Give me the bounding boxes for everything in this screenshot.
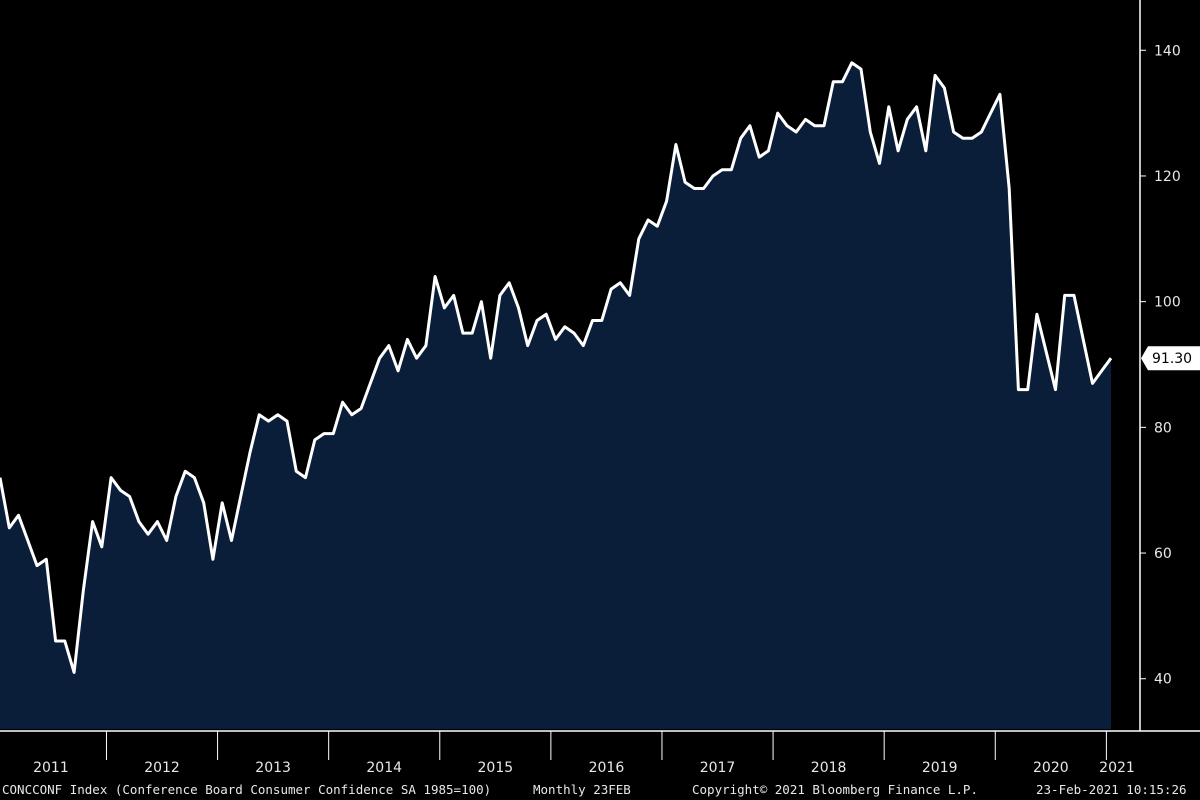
y-axis-ticks: 40 60 80 100 120 140: [1140, 43, 1181, 688]
x-tick-label: 2014: [366, 760, 402, 776]
last-value-flag: [1141, 346, 1200, 371]
data-series-line: [0, 61, 1113, 674]
x-axis-ticks: 2011 2012 2013 2014 2015 2016 2017 2018 2019 2020…: [33, 731, 1135, 776]
x-tick-label: 2021: [1099, 760, 1135, 776]
x-tick-label: 2018: [811, 760, 847, 776]
ticker-description: CONCCONF Index (Conference Board Consume…: [2, 782, 492, 797]
x-tick-label: 2019: [922, 760, 958, 776]
y-tick-label: 60: [1154, 546, 1172, 562]
frequency-label: Monthly 23FEB: [533, 782, 631, 797]
chart-footer: CONCCONF Index (Conference Board Consume…: [0, 779, 1200, 800]
x-tick-label: 2015: [478, 760, 514, 776]
x-tick-label: 2011: [33, 760, 69, 776]
x-tick-label: 2012: [144, 760, 180, 776]
x-tick-label: 2016: [589, 760, 625, 776]
y-tick-label: 120: [1154, 169, 1181, 185]
y-tick-label: 80: [1154, 420, 1172, 436]
y-tick-label: 140: [1154, 43, 1181, 59]
copyright-text: Copyright© 2021 Bloomberg Finance L.P.: [692, 782, 978, 797]
x-tick-label: 2017: [700, 760, 736, 776]
x-tick-label: 2020: [1033, 760, 1069, 776]
last-value-label: 91.30: [1152, 351, 1192, 367]
y-tick-label: 40: [1154, 672, 1172, 688]
timestamp-text: 23-Feb-2021 10:15:26: [1036, 782, 1187, 797]
last-value-marker: 91.30: [1141, 346, 1200, 371]
y-tick-label: 100: [1154, 295, 1181, 311]
x-tick-label: 2013: [255, 760, 291, 776]
data-area-fill: [0, 62, 1111, 730]
chart-canvas: 40 60 80 100 120 140 2011 2012 2013 2014 2015 2016…: [0, 0, 1200, 776]
